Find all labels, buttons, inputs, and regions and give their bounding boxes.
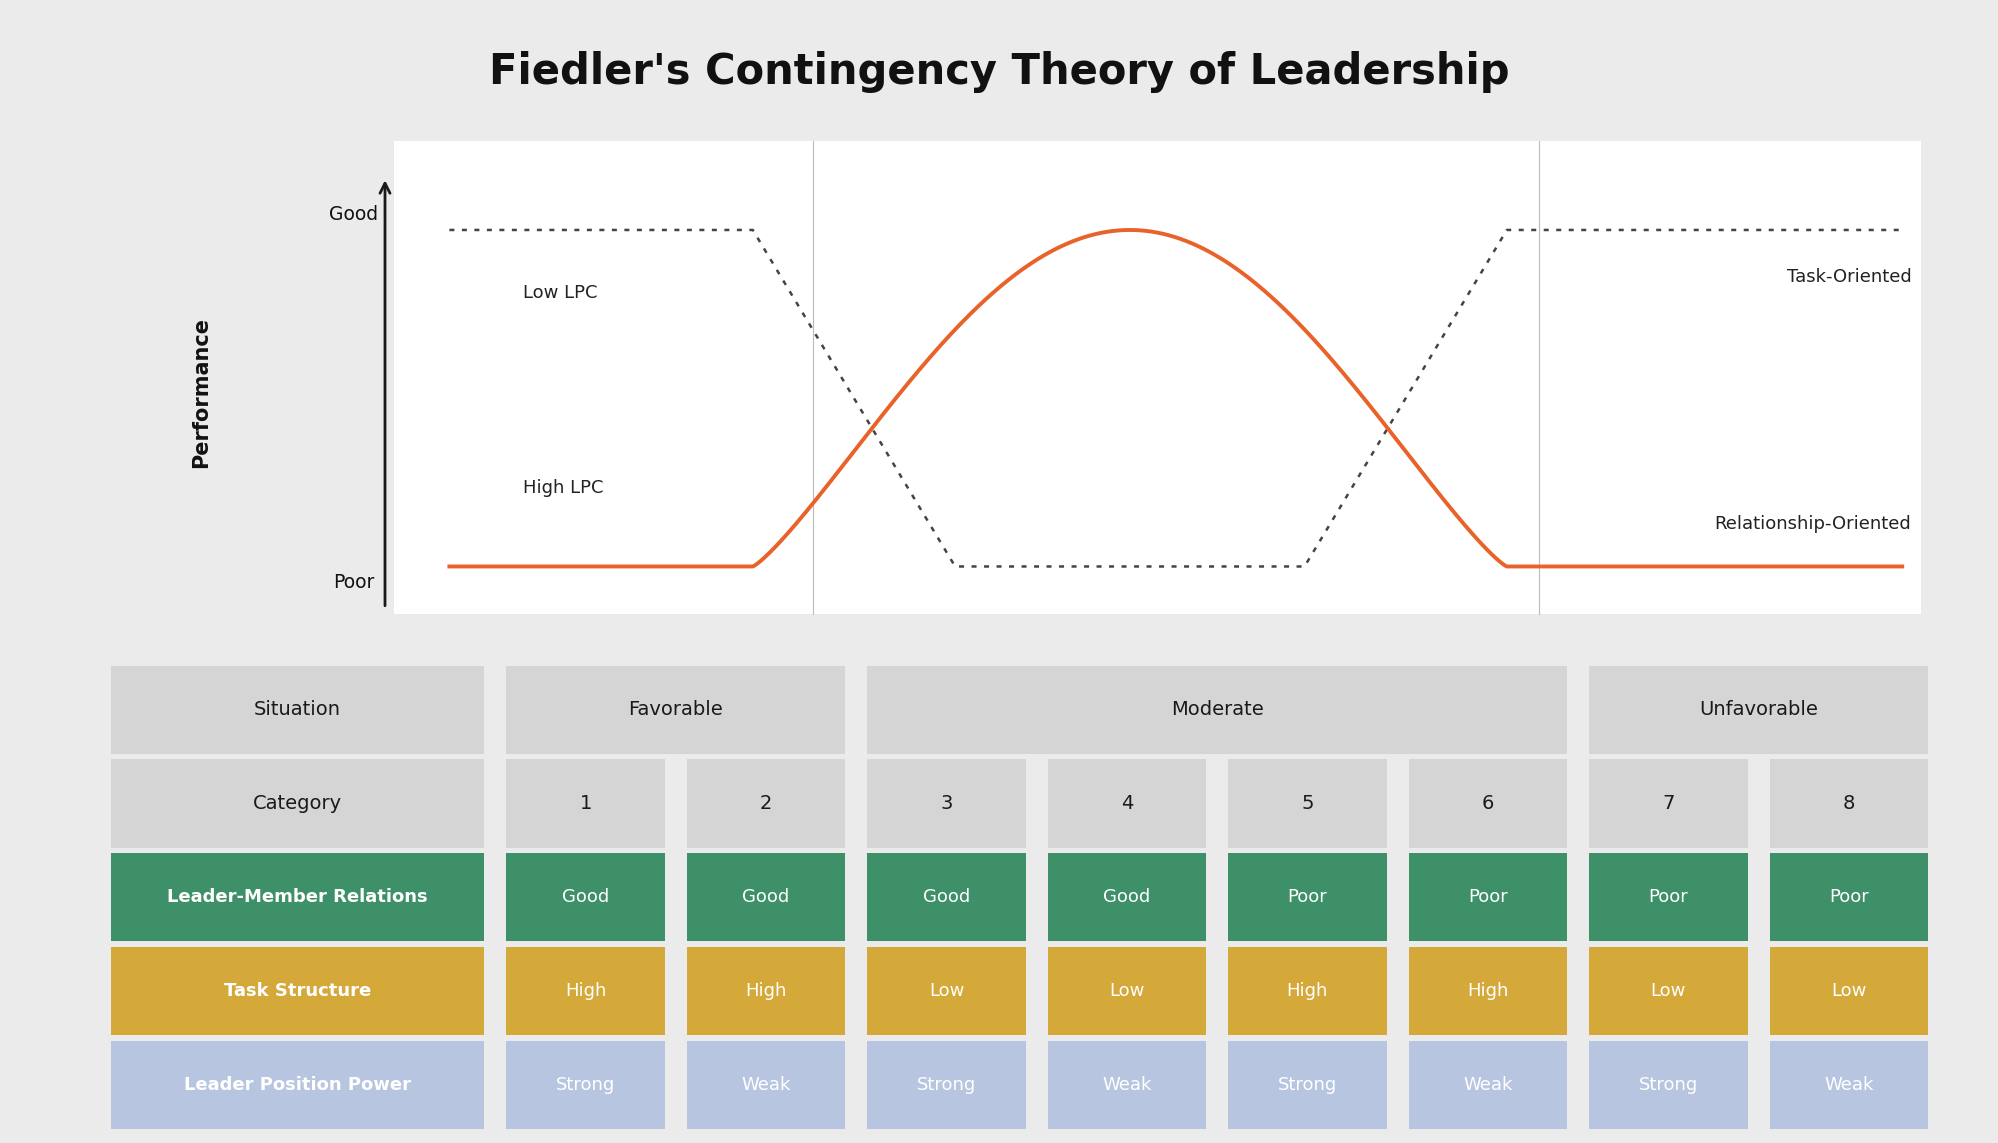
Text: Good: Good [741, 888, 789, 906]
Bar [1588, 946, 1746, 1036]
Text: High: High [565, 982, 605, 1000]
Bar [505, 853, 665, 942]
Bar [1409, 759, 1566, 848]
Text: Strong: Strong [555, 1076, 615, 1094]
Bar [1227, 946, 1387, 1036]
Text: Good: Good [330, 205, 378, 224]
Bar [112, 946, 484, 1036]
Bar [687, 1040, 845, 1129]
Bar [1588, 1040, 1746, 1129]
Text: Poor: Poor [1828, 888, 1868, 906]
Bar [505, 1040, 665, 1129]
Bar [687, 946, 845, 1036]
Text: Leader-Member Relations: Leader-Member Relations [168, 888, 428, 906]
Text: 1: 1 [579, 794, 591, 813]
Text: Poor: Poor [334, 573, 374, 592]
Bar [1047, 1040, 1205, 1129]
Text: Favorable: Favorable [627, 701, 723, 719]
Text: Strong: Strong [1638, 1076, 1696, 1094]
Bar [687, 759, 845, 848]
Bar [1227, 853, 1387, 942]
Text: Weak: Weak [1824, 1076, 1872, 1094]
Text: 4: 4 [1121, 794, 1133, 813]
Text: Situation: Situation [254, 701, 342, 719]
Bar [1047, 946, 1205, 1036]
Text: 3: 3 [939, 794, 953, 813]
Text: Low: Low [929, 982, 963, 1000]
Bar [1047, 759, 1205, 848]
Bar [867, 1040, 1025, 1129]
Text: Weak: Weak [1463, 1076, 1512, 1094]
Bar [867, 853, 1025, 942]
Text: High LPC: High LPC [523, 479, 603, 496]
Bar [1409, 946, 1566, 1036]
Text: Category: Category [254, 794, 342, 813]
Bar [112, 665, 484, 754]
Text: Good: Good [1103, 888, 1151, 906]
Text: Unfavorable: Unfavorable [1698, 701, 1816, 719]
Text: Fiedler's Contingency Theory of Leadership: Fiedler's Contingency Theory of Leadersh… [490, 51, 1508, 94]
Bar [394, 141, 1920, 614]
Bar [1588, 853, 1746, 942]
Bar [1768, 759, 1926, 848]
Bar [1047, 853, 1205, 942]
Text: High: High [1467, 982, 1508, 1000]
Bar [505, 665, 845, 754]
Bar [1409, 1040, 1566, 1129]
Bar [1588, 665, 1926, 754]
Text: Good: Good [923, 888, 969, 906]
Text: Moderate: Moderate [1171, 701, 1263, 719]
Text: Task Structure: Task Structure [224, 982, 372, 1000]
Text: Good: Good [561, 888, 609, 906]
Text: Performance: Performance [192, 318, 212, 469]
Text: Relationship-Oriented: Relationship-Oriented [1714, 515, 1910, 534]
Bar [687, 853, 845, 942]
Bar [112, 853, 484, 942]
Bar [1768, 1040, 1926, 1129]
Text: 6: 6 [1481, 794, 1493, 813]
Bar [867, 665, 1566, 754]
Bar [505, 946, 665, 1036]
Text: Weak: Weak [741, 1076, 791, 1094]
Bar [867, 759, 1025, 848]
Text: Poor: Poor [1467, 888, 1506, 906]
Text: Strong: Strong [1277, 1076, 1337, 1094]
Text: Weak: Weak [1101, 1076, 1151, 1094]
Text: Low LPC: Low LPC [523, 285, 597, 302]
Text: Poor: Poor [1287, 888, 1327, 906]
Text: Low: Low [1830, 982, 1866, 1000]
Text: Strong: Strong [917, 1076, 975, 1094]
Text: 8: 8 [1842, 794, 1854, 813]
Bar [1768, 946, 1926, 1036]
Bar [1768, 853, 1926, 942]
Bar [1409, 853, 1566, 942]
Bar [112, 1040, 484, 1129]
Text: Task-Oriented: Task-Oriented [1786, 269, 1910, 286]
Text: Low: Low [1650, 982, 1684, 1000]
Bar [1227, 759, 1387, 848]
Text: 7: 7 [1660, 794, 1674, 813]
Text: High: High [745, 982, 787, 1000]
Text: Low: Low [1109, 982, 1145, 1000]
Bar [867, 946, 1025, 1036]
Text: Leader Position Power: Leader Position Power [184, 1076, 412, 1094]
Text: 5: 5 [1301, 794, 1313, 813]
Text: Poor: Poor [1648, 888, 1688, 906]
Bar [505, 759, 665, 848]
Bar [112, 759, 484, 848]
Bar [1588, 759, 1746, 848]
Text: High: High [1287, 982, 1327, 1000]
Bar [1227, 1040, 1387, 1129]
Text: 2: 2 [759, 794, 771, 813]
